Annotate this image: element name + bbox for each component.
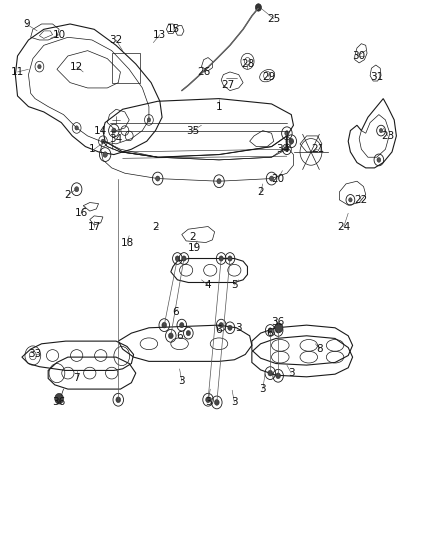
Text: 12: 12 bbox=[70, 62, 83, 71]
Text: 2: 2 bbox=[257, 187, 264, 197]
Circle shape bbox=[255, 4, 261, 11]
Text: 19: 19 bbox=[188, 243, 201, 253]
Text: 13: 13 bbox=[153, 30, 166, 39]
Text: 29: 29 bbox=[263, 72, 276, 82]
Circle shape bbox=[285, 147, 289, 152]
Circle shape bbox=[55, 393, 64, 404]
Circle shape bbox=[116, 397, 120, 402]
Circle shape bbox=[169, 333, 173, 338]
Text: 14: 14 bbox=[94, 126, 107, 135]
Text: 34: 34 bbox=[110, 134, 123, 143]
Text: 3: 3 bbox=[235, 323, 242, 333]
Text: 27: 27 bbox=[221, 80, 234, 90]
Text: 10: 10 bbox=[53, 30, 66, 39]
Circle shape bbox=[228, 325, 232, 330]
Circle shape bbox=[162, 322, 166, 328]
Text: 24: 24 bbox=[337, 222, 350, 231]
Circle shape bbox=[217, 179, 221, 184]
Circle shape bbox=[147, 118, 151, 122]
Circle shape bbox=[38, 64, 41, 69]
Circle shape bbox=[75, 126, 78, 130]
Text: 15: 15 bbox=[166, 25, 180, 34]
Text: 6: 6 bbox=[266, 328, 273, 338]
Text: 2: 2 bbox=[152, 222, 159, 231]
Text: 9: 9 bbox=[23, 19, 30, 29]
Text: 3: 3 bbox=[205, 398, 212, 407]
Text: 36: 36 bbox=[272, 318, 285, 327]
Text: 7: 7 bbox=[73, 374, 80, 383]
Text: 3: 3 bbox=[288, 368, 295, 378]
Text: 4: 4 bbox=[205, 280, 212, 290]
Text: 1: 1 bbox=[88, 144, 95, 154]
Circle shape bbox=[379, 128, 383, 133]
Text: 21: 21 bbox=[311, 144, 324, 154]
Text: 11: 11 bbox=[11, 67, 24, 77]
Text: 17: 17 bbox=[88, 222, 101, 231]
Text: 2: 2 bbox=[64, 190, 71, 199]
Circle shape bbox=[180, 322, 184, 328]
Circle shape bbox=[285, 131, 289, 136]
Circle shape bbox=[289, 139, 293, 144]
Circle shape bbox=[269, 176, 274, 181]
Text: 18: 18 bbox=[120, 238, 134, 247]
Text: 22: 22 bbox=[355, 195, 368, 205]
Circle shape bbox=[186, 330, 191, 336]
Text: 1: 1 bbox=[215, 102, 223, 111]
Circle shape bbox=[103, 152, 107, 157]
Text: 2: 2 bbox=[189, 232, 196, 242]
Circle shape bbox=[275, 323, 283, 333]
Circle shape bbox=[276, 373, 280, 378]
Text: 6: 6 bbox=[176, 331, 183, 341]
Text: 28: 28 bbox=[241, 59, 254, 69]
Text: 20: 20 bbox=[272, 174, 285, 183]
Circle shape bbox=[215, 400, 219, 405]
Text: 26: 26 bbox=[197, 67, 210, 77]
Circle shape bbox=[101, 139, 105, 143]
Circle shape bbox=[228, 256, 232, 261]
Text: 25: 25 bbox=[267, 14, 280, 23]
Text: 33: 33 bbox=[28, 350, 42, 359]
Text: 16: 16 bbox=[74, 208, 88, 218]
Text: 31: 31 bbox=[370, 72, 383, 82]
Text: 32: 32 bbox=[110, 35, 123, 45]
Text: 8: 8 bbox=[316, 344, 323, 354]
Text: 6: 6 bbox=[172, 307, 179, 317]
Circle shape bbox=[219, 256, 223, 261]
Circle shape bbox=[377, 158, 381, 162]
Text: 35: 35 bbox=[186, 126, 199, 135]
Text: 3: 3 bbox=[231, 398, 238, 407]
Circle shape bbox=[175, 256, 180, 261]
Circle shape bbox=[155, 176, 160, 181]
Text: 3: 3 bbox=[178, 376, 185, 386]
Circle shape bbox=[112, 128, 116, 133]
Text: 34: 34 bbox=[276, 144, 289, 154]
Text: 3: 3 bbox=[259, 384, 266, 394]
Text: 36: 36 bbox=[53, 398, 66, 407]
Circle shape bbox=[268, 328, 272, 333]
Text: 30: 30 bbox=[353, 51, 366, 61]
Circle shape bbox=[268, 370, 272, 376]
Circle shape bbox=[182, 256, 186, 261]
Circle shape bbox=[219, 322, 223, 328]
Circle shape bbox=[206, 397, 210, 402]
Text: 5: 5 bbox=[231, 280, 238, 290]
Text: 23: 23 bbox=[381, 131, 394, 141]
Circle shape bbox=[349, 198, 352, 202]
Circle shape bbox=[276, 328, 280, 333]
Circle shape bbox=[74, 187, 79, 192]
Text: 6: 6 bbox=[215, 326, 223, 335]
